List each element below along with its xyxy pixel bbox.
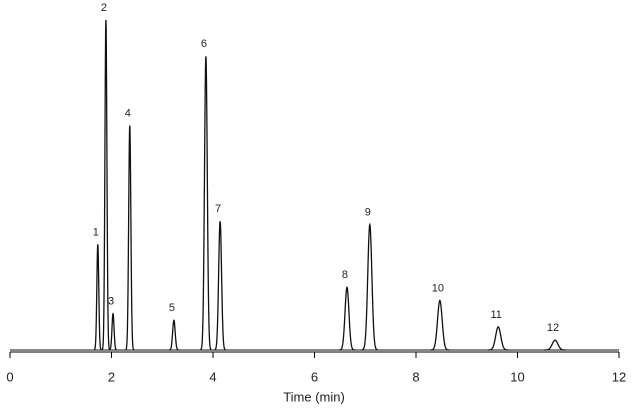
- peak: [430, 299, 450, 351]
- peak: [200, 56, 212, 351]
- x-tick-label: 4: [209, 369, 216, 384]
- peak-label: 1: [93, 226, 99, 238]
- peak-label: 6: [201, 38, 207, 50]
- peak-label: 8: [342, 269, 348, 281]
- peak: [214, 221, 226, 351]
- peak-label: 7: [215, 203, 221, 215]
- peak: [168, 319, 179, 351]
- peak-label: 12: [547, 322, 559, 334]
- peak-label: 5: [169, 302, 175, 314]
- peak: [361, 222, 379, 351]
- peak-label: 3: [108, 296, 114, 308]
- peak-label: 4: [125, 108, 131, 120]
- x-tick-label: 6: [311, 369, 318, 384]
- x-axis-label: Time (min): [283, 389, 345, 404]
- peak: [339, 286, 355, 351]
- peak: [101, 19, 111, 351]
- x-tick-label: 0: [6, 369, 13, 384]
- peak-label: 11: [491, 309, 502, 321]
- peak: [543, 339, 567, 351]
- peak: [487, 326, 509, 351]
- peak-label: 9: [365, 207, 371, 219]
- peak-label: 10: [432, 282, 444, 294]
- x-tick-label: 2: [108, 369, 115, 384]
- x-tick-label: 10: [510, 369, 524, 384]
- peak: [93, 244, 102, 351]
- peak: [125, 125, 135, 351]
- peak-label: 2: [101, 2, 107, 14]
- x-tick-label: 12: [612, 369, 626, 384]
- peak: [108, 312, 118, 351]
- x-tick-label: 8: [412, 369, 419, 384]
